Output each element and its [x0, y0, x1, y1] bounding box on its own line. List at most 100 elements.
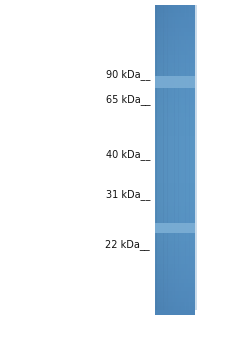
- Bar: [155, 194, 195, 199]
- Bar: [155, 198, 195, 203]
- Bar: [187, 5, 188, 310]
- Bar: [155, 36, 195, 41]
- Bar: [155, 140, 195, 145]
- Bar: [155, 217, 195, 222]
- Bar: [155, 32, 195, 37]
- Bar: [155, 90, 195, 95]
- Bar: [177, 5, 179, 310]
- Bar: [155, 63, 195, 68]
- Bar: [159, 5, 161, 310]
- Bar: [155, 237, 195, 241]
- Bar: [155, 13, 195, 18]
- Text: 31 kDa__: 31 kDa__: [106, 190, 150, 200]
- Bar: [155, 9, 195, 14]
- Bar: [185, 5, 187, 310]
- Bar: [155, 302, 195, 307]
- Bar: [155, 20, 195, 25]
- Bar: [174, 5, 176, 310]
- Bar: [155, 74, 195, 79]
- Bar: [156, 5, 158, 310]
- Bar: [155, 163, 195, 168]
- Bar: [155, 55, 195, 60]
- Bar: [155, 244, 195, 249]
- Bar: [155, 40, 195, 45]
- Bar: [155, 179, 195, 184]
- Bar: [155, 279, 195, 284]
- Bar: [155, 187, 195, 191]
- Bar: [189, 5, 191, 310]
- Bar: [155, 94, 195, 99]
- Bar: [155, 183, 195, 187]
- Bar: [155, 155, 195, 161]
- Text: 90 kDa__: 90 kDa__: [106, 70, 150, 80]
- Bar: [155, 252, 195, 257]
- Bar: [191, 5, 193, 310]
- Bar: [155, 287, 195, 292]
- Bar: [155, 148, 195, 153]
- Bar: [171, 5, 173, 310]
- Bar: [155, 225, 195, 230]
- Bar: [155, 105, 195, 110]
- Bar: [195, 5, 197, 310]
- Bar: [155, 160, 195, 164]
- Bar: [155, 44, 195, 48]
- Text: 40 kDa__: 40 kDa__: [106, 149, 150, 161]
- Bar: [155, 210, 195, 214]
- Bar: [155, 294, 195, 299]
- Text: 22 kDa__: 22 kDa__: [105, 240, 150, 250]
- Bar: [178, 5, 180, 310]
- Bar: [155, 136, 195, 141]
- Bar: [155, 310, 195, 315]
- Bar: [155, 171, 195, 176]
- Bar: [155, 152, 195, 156]
- Bar: [155, 233, 195, 238]
- Bar: [155, 275, 195, 280]
- Bar: [155, 47, 195, 52]
- Bar: [194, 5, 195, 310]
- Bar: [170, 5, 172, 310]
- Bar: [155, 144, 195, 149]
- Bar: [181, 5, 183, 310]
- Bar: [192, 5, 194, 310]
- Bar: [155, 214, 195, 218]
- Bar: [155, 78, 195, 83]
- Bar: [169, 5, 170, 310]
- Bar: [155, 98, 195, 102]
- Bar: [166, 5, 168, 310]
- Bar: [155, 71, 195, 75]
- Bar: [155, 223, 195, 233]
- Bar: [184, 5, 186, 310]
- Bar: [155, 229, 195, 234]
- Bar: [155, 291, 195, 295]
- Bar: [155, 306, 195, 311]
- Bar: [155, 190, 195, 195]
- Bar: [155, 5, 157, 310]
- Bar: [155, 76, 195, 88]
- Bar: [155, 117, 195, 122]
- Bar: [160, 5, 162, 310]
- Bar: [155, 59, 195, 64]
- Bar: [155, 248, 195, 253]
- Bar: [167, 5, 169, 310]
- Bar: [163, 5, 165, 310]
- Bar: [155, 128, 195, 134]
- Bar: [155, 101, 195, 106]
- Bar: [155, 256, 195, 261]
- Bar: [155, 121, 195, 126]
- Bar: [155, 241, 195, 245]
- Bar: [155, 167, 195, 172]
- Bar: [158, 5, 159, 310]
- Bar: [155, 86, 195, 91]
- Bar: [162, 5, 164, 310]
- Text: 65 kDa__: 65 kDa__: [106, 95, 150, 105]
- Bar: [155, 175, 195, 180]
- Bar: [165, 5, 166, 310]
- Bar: [155, 125, 195, 129]
- Bar: [155, 264, 195, 268]
- Bar: [155, 202, 195, 207]
- Bar: [155, 5, 195, 10]
- Bar: [155, 67, 195, 72]
- Bar: [180, 5, 181, 310]
- Bar: [155, 113, 195, 118]
- Bar: [155, 28, 195, 33]
